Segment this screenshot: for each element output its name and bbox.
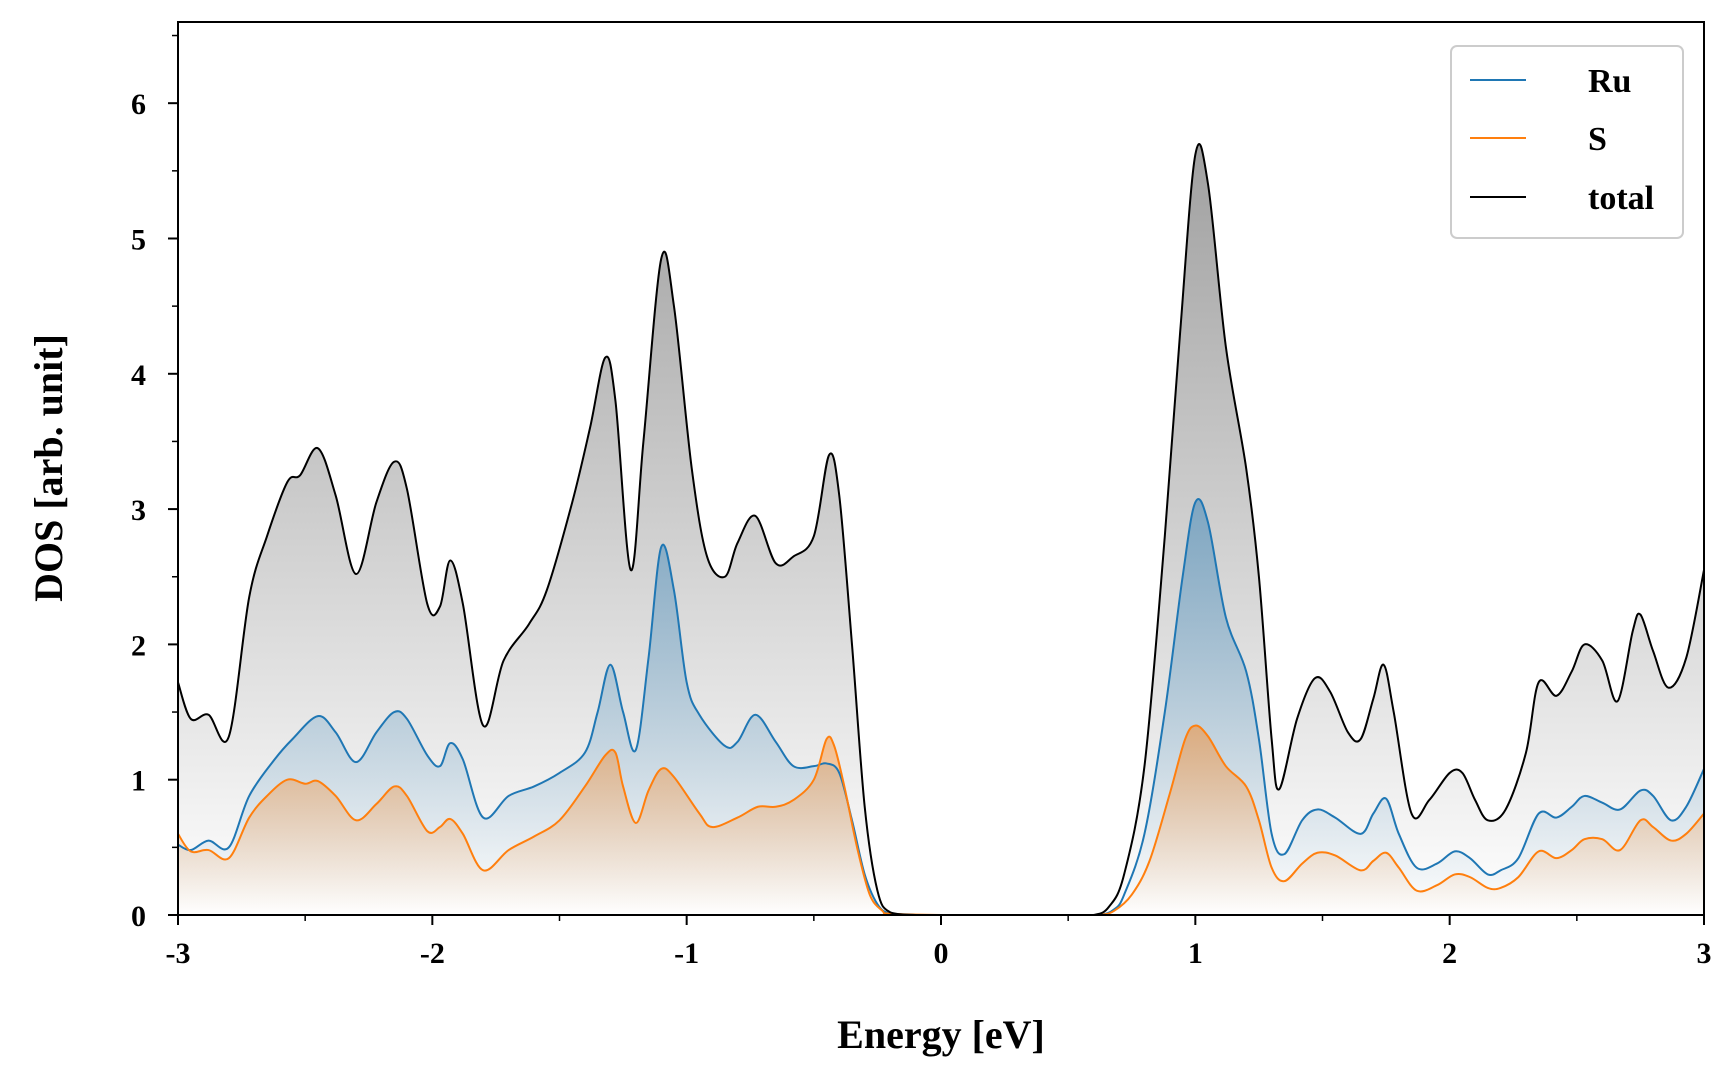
y-tick-label: 3 [131, 494, 146, 527]
area-fill-total [178, 144, 1704, 915]
y-tick-label: 4 [131, 359, 146, 392]
legend-label-ru: Ru [1588, 63, 1631, 100]
y-tick-label: 6 [131, 88, 146, 121]
y-tick-label: 0 [131, 900, 146, 933]
x-tick-label: -3 [166, 937, 191, 970]
y-tick-label: 2 [131, 629, 146, 662]
legend: Ru S total [1450, 45, 1684, 239]
area-fill-s [178, 725, 1704, 915]
series-line-total [178, 143, 1704, 915]
x-tick-label: 2 [1442, 937, 1457, 970]
x-tick-label: 1 [1188, 937, 1203, 970]
y-tick-label: 1 [131, 765, 146, 798]
series-line-s [178, 724, 1704, 915]
x-tick-label: -1 [674, 937, 699, 970]
x-axis-title: Energy [eV] [837, 1012, 1045, 1057]
x-tick-label: 3 [1697, 937, 1712, 970]
x-tick-label: -2 [420, 937, 445, 970]
legend-label-total: total [1588, 180, 1654, 217]
x-tick-label: 0 [934, 937, 949, 970]
x-axis: -3 -2 -1 0 1 2 3 [166, 915, 1712, 970]
y-tick-label: 5 [131, 223, 146, 256]
y-axis-title: DOS [arb. unit] [26, 334, 71, 602]
series-lines [178, 143, 1704, 915]
y-axis: 0 1 2 3 4 5 6 [131, 34, 178, 933]
legend-box [1450, 45, 1684, 239]
legend-label-s: S [1588, 121, 1607, 158]
